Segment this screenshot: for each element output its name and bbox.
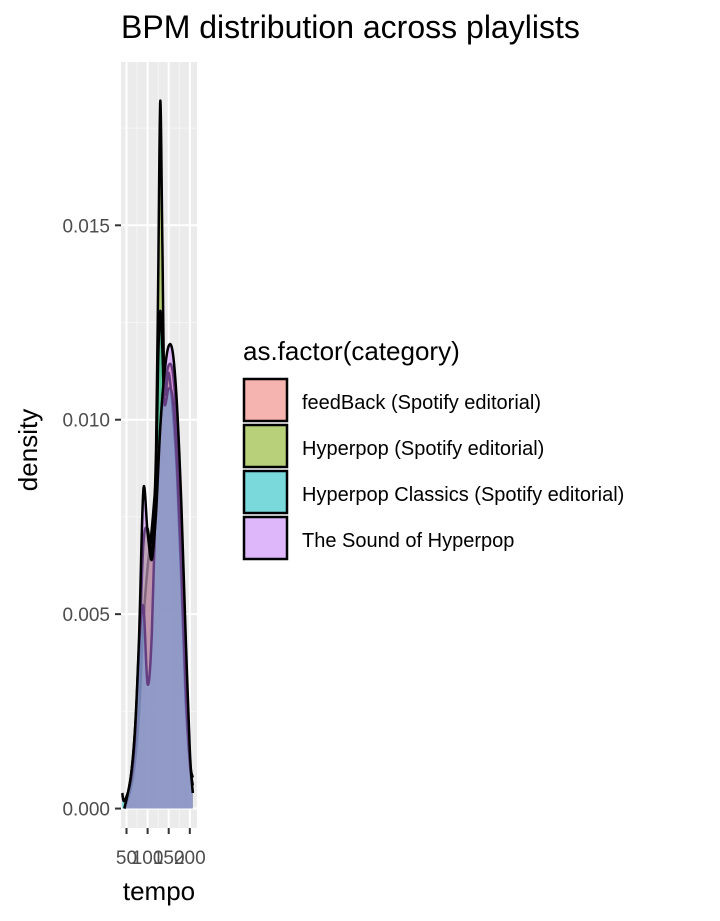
- legend-title: as.factor(category): [243, 336, 460, 366]
- x-tick-label: 150: [153, 848, 185, 869]
- y-tick-label: 0.015: [62, 216, 110, 237]
- x-tick-label: 50: [116, 848, 137, 869]
- legend-key-swatch: [242, 515, 289, 561]
- legend-items: feedBack (Spotify editorial) Hyperpop (Sp…: [242, 377, 624, 561]
- legend-key-swatch: [242, 423, 289, 469]
- y-tick-label: 0.005: [62, 605, 110, 626]
- x-tick-label: 200: [174, 848, 206, 869]
- y-axis: 0.000 0.005 0.010 0.015: [62, 216, 121, 821]
- y-axis-title: density: [13, 409, 43, 491]
- x-axis-title: tempo: [123, 876, 195, 906]
- density-series-3: [123, 342, 195, 809]
- legend-key-swatch: [242, 469, 289, 515]
- legend-label: feedBack (Spotify editorial): [302, 392, 541, 414]
- chart-title: BPM distribution across playlists: [121, 9, 580, 45]
- legend-item: feedBack (Spotify editorial): [242, 377, 541, 423]
- density-area: [124, 344, 193, 809]
- density-line: [123, 342, 195, 809]
- plot-panel: [121, 62, 197, 828]
- legend-key-swatch: [242, 377, 289, 423]
- legend-item: Hyperpop Classics (Spotify editorial): [242, 469, 624, 515]
- legend-label: Hyperpop (Spotify editorial): [302, 438, 544, 460]
- legend-item: The Sound of Hyperpop: [242, 515, 514, 561]
- legend: as.factor(category) feedBack (Spotify ed…: [242, 336, 624, 561]
- y-tick-label: 0.000: [62, 800, 110, 821]
- legend-item: Hyperpop (Spotify editorial): [242, 423, 544, 469]
- y-tick-label: 0.010: [62, 411, 110, 432]
- x-tick-label: 100: [132, 848, 164, 869]
- legend-label: The Sound of Hyperpop: [302, 530, 514, 552]
- density-series: [121, 99, 195, 809]
- legend-label: Hyperpop Classics (Spotify editorial): [302, 484, 624, 506]
